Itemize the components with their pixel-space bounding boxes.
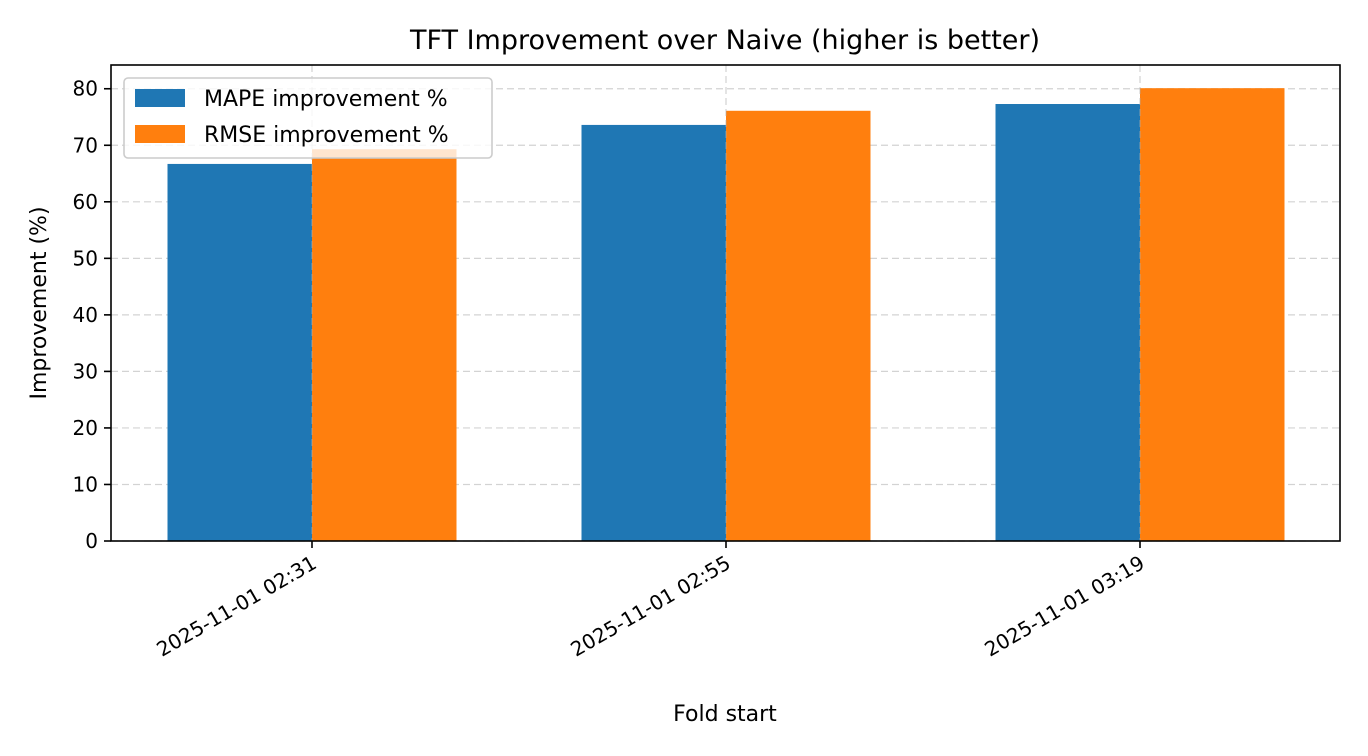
y-tick-label: 60 bbox=[73, 190, 98, 214]
bar-mape-1 bbox=[581, 124, 726, 542]
chart-title: TFT Improvement over Naive (higher is be… bbox=[409, 25, 1040, 56]
bar-rmse-1 bbox=[726, 110, 871, 541]
legend-label-rmse: RMSE improvement % bbox=[204, 123, 449, 148]
y-tick-label: 30 bbox=[73, 359, 98, 383]
legend-swatch-mape bbox=[135, 89, 185, 107]
y-tick-label: 20 bbox=[73, 416, 98, 440]
x-tick-label: 2025-11-01 03:19 bbox=[980, 551, 1148, 662]
x-tick-label: 2025-11-01 02:55 bbox=[566, 551, 734, 662]
legend-swatch-rmse bbox=[135, 125, 185, 143]
y-tick-label: 40 bbox=[73, 303, 98, 327]
bar-rmse-0 bbox=[312, 149, 457, 541]
legend: MAPE improvement % RMSE improvement % bbox=[123, 77, 493, 159]
x-axis-label: Fold start bbox=[673, 702, 777, 727]
x-axis: 2025-11-01 02:31 2025-11-01 02:55 2025-11-… bbox=[152, 541, 1149, 662]
y-tick-label: 50 bbox=[73, 246, 98, 270]
bar-mape-2 bbox=[995, 104, 1140, 541]
bar-rmse-2 bbox=[1140, 88, 1285, 541]
y-axis-label: Improvement (%) bbox=[27, 206, 52, 399]
y-tick-label: 10 bbox=[73, 472, 98, 496]
legend-label-mape: MAPE improvement % bbox=[204, 87, 448, 112]
y-tick-label: 70 bbox=[73, 133, 98, 157]
bar-mape-0 bbox=[167, 163, 312, 541]
y-axis: 0 10 20 30 40 50 60 70 80 bbox=[73, 77, 111, 553]
y-tick-label: 0 bbox=[85, 529, 98, 553]
x-tick-label: 2025-11-01 02:31 bbox=[152, 551, 320, 662]
legend-frame bbox=[123, 77, 493, 159]
bars-layer bbox=[167, 88, 1285, 542]
y-tick-label: 80 bbox=[73, 77, 98, 101]
